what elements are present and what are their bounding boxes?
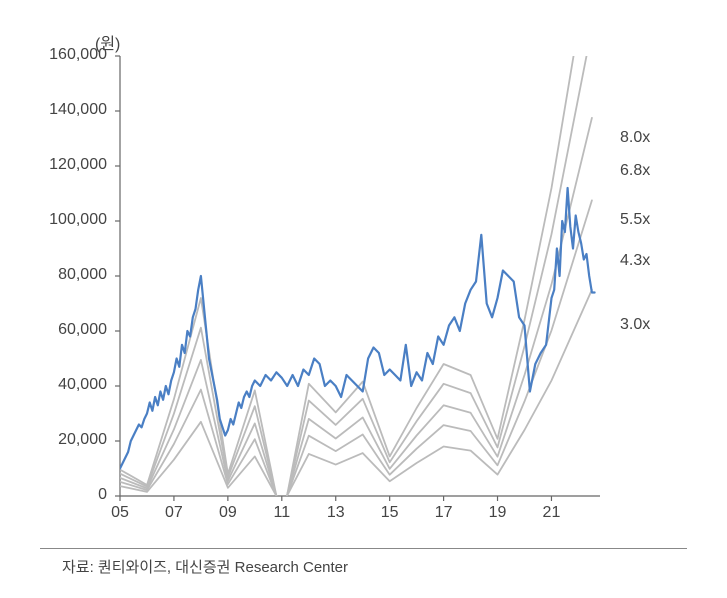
pbr-band-chart: (원) 020,00040,00060,00080,000100,000120,…: [0, 0, 727, 598]
y-tick-label: 160,000: [27, 46, 107, 64]
y-tick-label: 40,000: [27, 376, 107, 394]
x-tick-label: 07: [165, 504, 183, 522]
y-tick-label: 0: [27, 486, 107, 504]
x-tick-label: 19: [489, 504, 507, 522]
band-label: 6.8x: [620, 162, 650, 180]
band-label: 8.0x: [620, 129, 650, 147]
pbr-band-line: [120, 52, 592, 522]
pbr-band-line: [120, 200, 592, 510]
chart-svg: [52, 52, 692, 532]
pbr-band-line: [120, 118, 592, 514]
source-text: 자료: 퀀티와이즈, 대신증권 Research Center: [62, 556, 348, 577]
x-tick-label: 05: [111, 504, 129, 522]
band-label: 5.5x: [620, 211, 650, 229]
x-tick-label: 17: [435, 504, 453, 522]
x-tick-label: 09: [219, 504, 237, 522]
footer-divider: [40, 548, 687, 549]
y-tick-label: 60,000: [27, 321, 107, 339]
x-tick-label: 15: [381, 504, 399, 522]
band-label: 4.3x: [620, 252, 650, 270]
x-tick-label: 21: [543, 504, 561, 522]
y-tick-label: 140,000: [27, 101, 107, 119]
x-tick-label: 13: [327, 504, 345, 522]
x-tick-label: 11: [273, 504, 290, 522]
y-tick-label: 80,000: [27, 266, 107, 284]
y-tick-label: 20,000: [27, 431, 107, 449]
pbr-band-line: [120, 52, 592, 518]
y-tick-label: 100,000: [27, 211, 107, 229]
band-label: 3.0x: [620, 316, 650, 334]
y-tick-label: 120,000: [27, 156, 107, 174]
